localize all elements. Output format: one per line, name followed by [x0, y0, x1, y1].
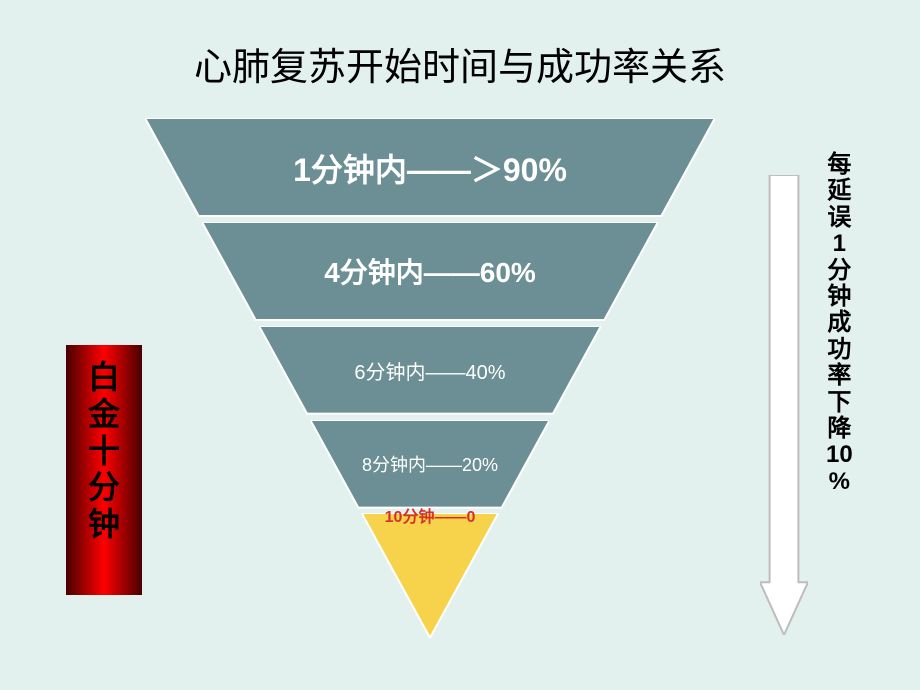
funnel-label-2: 6分钟内——40%: [259, 356, 601, 385]
funnel-label-4: 10分钟——0: [362, 503, 499, 527]
funnel-label-1: 4分钟内——60%: [202, 251, 658, 291]
page-title: 心肺复苏开始时间与成功率关系: [0, 36, 920, 91]
left-badge: 白金十分钟: [66, 345, 142, 595]
down-arrow: [760, 175, 808, 640]
funnel-layer-3: 8分钟内——20%: [310, 420, 549, 514]
side-caption: 每延误1分钟成功率下降10%: [826, 152, 853, 495]
funnel-layer-0: 1分钟内——＞90%: [145, 118, 715, 222]
funnel-chart: 1分钟内——＞90% 4分钟内——60% 6分钟内——40% 8分钟内——20% 10分…: [145, 118, 715, 638]
funnel-label-0: 1分钟内——＞90%: [145, 145, 715, 191]
funnel-layer-4: 10分钟——0: [362, 513, 499, 638]
funnel-layer-1: 4分钟内——60%: [202, 222, 658, 326]
funnel-label-3: 8分钟内——20%: [310, 451, 549, 477]
funnel-layer-2: 6分钟内——40%: [259, 326, 601, 420]
